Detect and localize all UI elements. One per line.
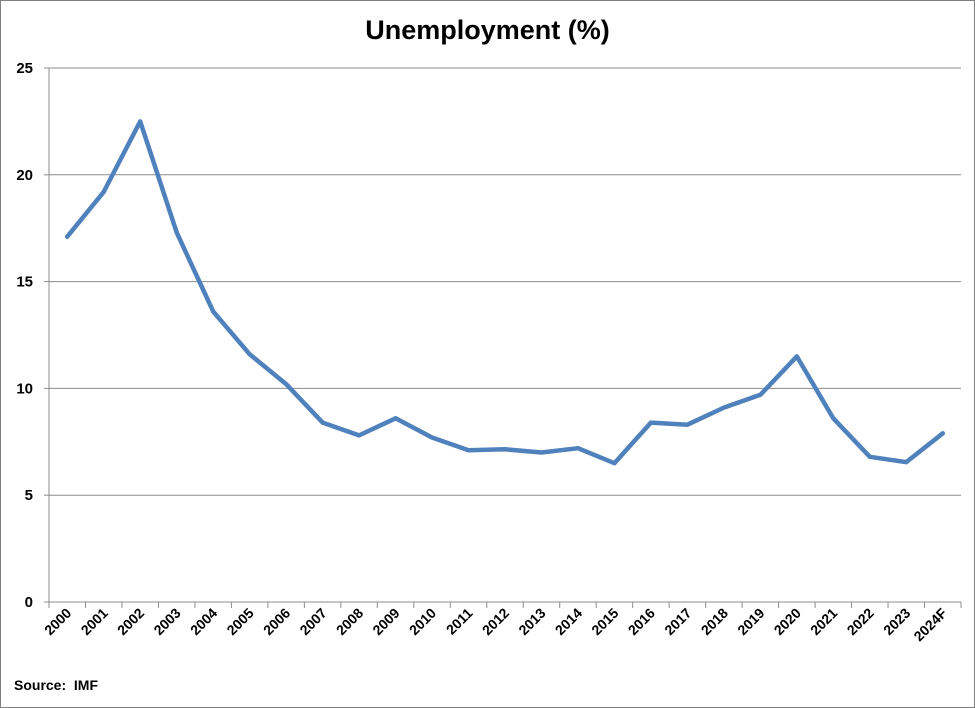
x-tick-label: 2013 bbox=[515, 605, 548, 638]
x-tick-label: 2007 bbox=[296, 605, 329, 638]
x-tick-label: 2001 bbox=[77, 605, 110, 638]
x-tick-label: 2022 bbox=[844, 605, 877, 638]
x-tick-label: 2010 bbox=[406, 605, 439, 638]
x-tick-label: 2005 bbox=[223, 605, 256, 638]
x-tick-label: 2021 bbox=[807, 605, 840, 638]
x-tick-label: 2002 bbox=[114, 605, 147, 638]
x-tick-label: 2015 bbox=[588, 605, 621, 638]
x-tick-label: 2006 bbox=[260, 605, 293, 638]
source-note: Source: IMF bbox=[14, 677, 99, 693]
x-tick-label: 2012 bbox=[479, 605, 512, 638]
x-tick-label: 2009 bbox=[369, 605, 402, 638]
x-tick-label: 2016 bbox=[625, 605, 658, 638]
x-tick-label: 2014 bbox=[552, 605, 585, 638]
x-tick-label: 2023 bbox=[880, 605, 913, 638]
x-tick-label: 2017 bbox=[661, 605, 694, 638]
chart-title: Unemployment (%) bbox=[365, 15, 610, 45]
y-tick-label: 25 bbox=[16, 60, 33, 77]
x-tick-label: 2018 bbox=[698, 605, 731, 638]
x-tick-label: 2011 bbox=[443, 605, 476, 638]
x-tick-label: 2024F bbox=[910, 604, 950, 644]
y-tick-label: 10 bbox=[16, 380, 33, 397]
x-tick-label: 2008 bbox=[333, 605, 366, 638]
x-tick-label: 2000 bbox=[41, 605, 74, 638]
y-tick-label: 20 bbox=[16, 167, 33, 184]
x-tick-label: 2020 bbox=[771, 605, 804, 638]
y-tick-label: 5 bbox=[25, 487, 33, 504]
y-tick-label: 0 bbox=[25, 594, 33, 611]
x-tick-label: 2019 bbox=[734, 605, 767, 638]
series-line bbox=[64, 119, 946, 466]
y-tick-label: 15 bbox=[16, 274, 33, 291]
x-tick-label: 2003 bbox=[150, 605, 183, 638]
x-tick-label: 2004 bbox=[187, 605, 220, 638]
